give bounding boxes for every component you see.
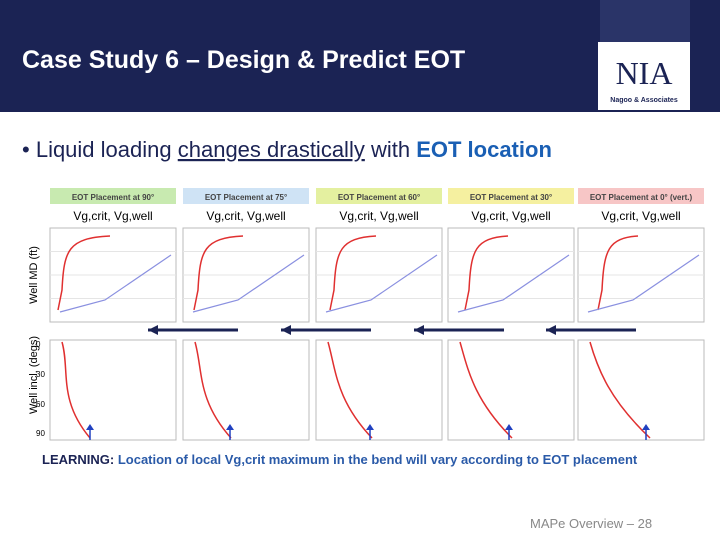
red-incl (194, 341, 232, 439)
transition-arrowhead (148, 325, 158, 335)
lower-plot (447, 339, 575, 441)
logo-name: Nagoo & Associates (610, 97, 678, 104)
lower-tick-label: 0 (36, 340, 41, 349)
learning-body: Location of local Vg,crit maximum in the… (114, 452, 638, 467)
logo-band (600, 0, 690, 42)
blue-curve (457, 254, 570, 313)
lower-plot (49, 339, 177, 441)
bullet-underlined: changes drastically (178, 137, 365, 162)
bullet-part: Liquid loading (36, 137, 178, 162)
lower-axis-label: Well incl. (degs) (28, 336, 40, 414)
blue-arrowhead (505, 424, 513, 430)
panel-legend: Vg,crit, Vg,well (601, 209, 680, 223)
blue-arrowhead (642, 424, 650, 430)
blue-arrowhead (226, 424, 234, 430)
panel-title: EOT Placement at 90° (72, 193, 154, 202)
panel-legend: Vg,crit, Vg,well (339, 209, 418, 223)
blue-curve (325, 254, 438, 313)
bullet-emphasis: EOT location (416, 137, 552, 162)
panel-title: EOT Placement at 30° (470, 193, 552, 202)
blue-curve (59, 254, 172, 313)
lower-tick-label: 90 (36, 429, 45, 438)
red-incl (589, 341, 651, 439)
red-curve (193, 235, 244, 311)
red-incl (61, 341, 91, 439)
red-incl (327, 341, 373, 439)
panel-title: EOT Placement at 0° (vert.) (590, 193, 693, 202)
blue-curve (192, 254, 305, 313)
lower-plot (315, 339, 443, 441)
blue-curve (587, 254, 700, 313)
panel-title: EOT Placement at 60° (338, 193, 420, 202)
title: Case Study 6 – Design & Predict EOT (22, 46, 465, 74)
learning-text: LEARNING: Location of local Vg,crit maxi… (42, 452, 638, 467)
lower-plot (182, 339, 310, 441)
transition-arrowhead (546, 325, 556, 335)
panel-title: EOT Placement at 75° (205, 193, 287, 202)
bullet-part: with (365, 137, 416, 162)
red-incl (459, 341, 513, 439)
red-curve (464, 235, 509, 311)
blue-arrowhead (86, 424, 94, 430)
learning-label: LEARNING: (42, 452, 114, 467)
lower-plot (577, 339, 705, 441)
upper-axis-label: Well MD (ft) (28, 246, 40, 304)
panel-header (578, 188, 704, 204)
footer: MAPe Overview – 28 (530, 516, 652, 531)
bullet-text: • Liquid loading changes drastically wit… (22, 137, 552, 162)
red-curve (57, 235, 111, 311)
red-curve (597, 235, 639, 311)
logo-mark: NIA (616, 55, 673, 91)
transition-arrowhead (281, 325, 291, 335)
panel-header (183, 188, 309, 204)
panel-legend: Vg,crit, Vg,well (206, 209, 285, 223)
lower-tick-label: 60 (36, 400, 45, 409)
lower-tick-label: 30 (36, 370, 45, 379)
panel-header (316, 188, 442, 204)
panel-legend: Vg,crit, Vg,well (73, 209, 152, 223)
logo-box (598, 42, 690, 110)
panel-header (448, 188, 574, 204)
blue-arrowhead (366, 424, 374, 430)
red-curve (329, 235, 377, 311)
transition-arrowhead (414, 325, 424, 335)
panel-legend: Vg,crit, Vg,well (471, 209, 550, 223)
panel-header (50, 188, 176, 204)
